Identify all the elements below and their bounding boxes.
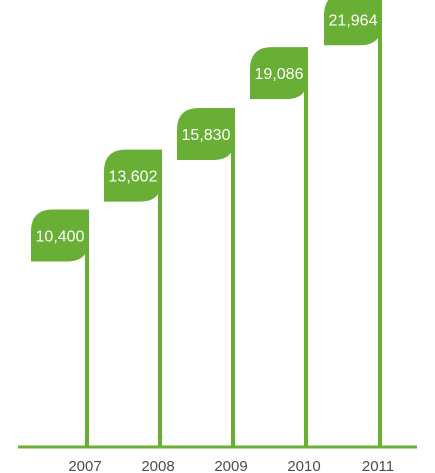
data-label-2007: 10,400 — [36, 229, 85, 246]
flag-pole-2008 — [158, 149, 162, 448]
bar-2010 — [250, 47, 308, 100]
x-tick-label-2008: 2008 — [141, 458, 174, 473]
bar-2007 — [31, 209, 89, 262]
flag-pole-2009 — [231, 107, 235, 447]
data-label-2008: 13,602 — [109, 169, 158, 186]
x-tick-label-2007: 2007 — [68, 458, 101, 473]
x-axis-tick-labels: 2007 2008 2009 2010 2011 — [68, 458, 394, 473]
flag-poles — [85, 0, 382, 448]
x-tick-label-2009: 2009 — [214, 458, 247, 473]
flag-pole-2010 — [304, 47, 308, 448]
flag-pole-2007 — [85, 209, 89, 447]
bar-2009 — [177, 107, 235, 160]
x-tick-label-2011: 2011 — [362, 458, 394, 473]
x-tick-label-2010: 2010 — [287, 458, 320, 473]
bar-2008 — [104, 149, 162, 202]
data-label-2009: 15,830 — [182, 127, 231, 144]
data-label-2011: 21,964 — [329, 12, 378, 29]
leaf-flags: 10,400 13,602 15,830 19,086 21,964 — [31, 0, 382, 262]
flag-pole-2011 — [378, 0, 382, 448]
bar-2011 — [324, 0, 382, 46]
data-label-2010: 19,086 — [255, 66, 304, 83]
